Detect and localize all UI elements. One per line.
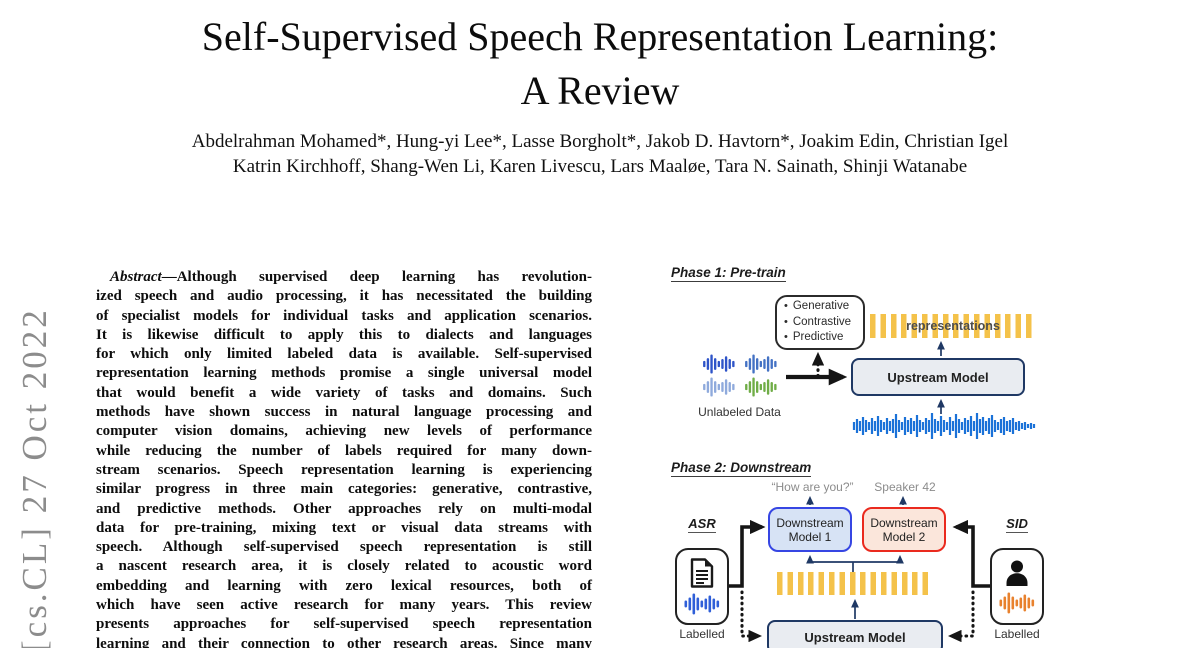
method-item: Predictive xyxy=(784,330,863,346)
paper-title: Self-Supervised Speech Representation Le… xyxy=(80,10,1120,118)
abstract-line: data for pre-training, mixing text or vi… xyxy=(96,519,592,536)
upstream-model-box-phase2: Upstream Model xyxy=(767,620,943,648)
abstract: Abstract—Although supervised deep learni… xyxy=(96,268,592,648)
unlabeled-wave-row2 xyxy=(700,377,780,397)
phase2-label: Phase 2: Downstream xyxy=(671,460,812,477)
upstream-model-label-phase2: Upstream Model xyxy=(804,629,906,645)
asr-labelled-label: Labelled xyxy=(679,627,725,641)
abstract-line: learning and their connection to other r… xyxy=(96,635,592,648)
paper-title-line1: Self-Supervised Speech Representation Le… xyxy=(201,14,999,59)
arrow-asr-to-dm1 xyxy=(729,519,766,588)
authors-line2: Katrin Kirchhoff, Shang-Wen Li, Karen Li… xyxy=(232,156,968,177)
abstract-label: Abstract xyxy=(110,269,162,285)
downstream-model2-label: Downstream Model 2 xyxy=(870,515,938,544)
upstream-model-box-phase1: Upstream Model xyxy=(851,358,1025,396)
abstract-line: It is likewise difficult to apply this t… xyxy=(96,326,592,343)
asr-task-label-text: ASR xyxy=(688,516,716,533)
sid-labelled-label: Labelled xyxy=(994,627,1040,641)
arrow-sid-to-upstream2-dotted xyxy=(947,590,975,643)
arrow-sid-to-dm2 xyxy=(952,519,990,588)
downstream-model1-label: Downstream Model 1 xyxy=(776,515,844,544)
person-icon xyxy=(1006,560,1028,586)
arxiv-watermark: [cs.CL] 27 Oct 2022 xyxy=(15,307,54,648)
method-item: Generative xyxy=(784,299,863,315)
abstract-line: representation learning methods promise … xyxy=(96,365,592,382)
abstract-line: presents approaches for self-supervised … xyxy=(96,616,592,633)
sid-labelled-data-box xyxy=(990,548,1044,625)
waveform-icon xyxy=(683,593,721,615)
abstract-line: computer vision domains, achieving new l… xyxy=(96,423,592,440)
unlabeled-wave-row1 xyxy=(700,354,780,374)
paper-title-line2: A Review xyxy=(520,68,680,113)
representations-bars-phase2 xyxy=(777,572,933,595)
abstract-line: that would benefit a wide variety of tas… xyxy=(96,384,592,401)
abstract-line: stream scenarios. Speech representation … xyxy=(96,461,592,478)
abstract-line: while reducing the number of labels requ… xyxy=(96,442,592,459)
unlabeled-data-label: Unlabeled Data xyxy=(698,405,781,419)
abstract-first-line: Abstract—Although supervised deep learni… xyxy=(96,268,592,287)
asr-task-label: ASR xyxy=(675,516,729,533)
downstream-model2-box: Downstream Model 2 xyxy=(862,507,946,552)
figure-connectors xyxy=(729,340,990,643)
pretraining-methods-box: GenerativeContrastivePredictive xyxy=(775,295,865,350)
abstract-body: ized speech and audio processing, it has… xyxy=(96,287,592,648)
abstract-line: which have seen active research for many… xyxy=(96,597,592,614)
abstract-line: speech. Although self-supervised speech … xyxy=(96,539,592,556)
arrow-asr-to-upstream2-dotted xyxy=(740,590,763,643)
abstract-line: of specialist models for individual task… xyxy=(96,307,592,324)
abstract-line: for which only limited labeled data is a… xyxy=(96,346,592,363)
representations-bars-phase1 xyxy=(870,314,1036,338)
waveform-icon xyxy=(742,377,780,397)
unlabeled-data-icon xyxy=(700,354,780,397)
abstract-line: a nascent research area, it is closely r… xyxy=(96,558,592,575)
audio-waveform-image xyxy=(852,413,1036,439)
author-list: Abdelrahman Mohamed*, Hung-yi Lee*, Lass… xyxy=(0,129,1200,179)
method-list: GenerativeContrastivePredictive xyxy=(784,299,863,346)
representations-label: representations xyxy=(906,319,1000,333)
waveform-icon xyxy=(700,377,738,397)
abstract-line: ized speech and audio processing, it has… xyxy=(96,288,592,305)
waveform-icon xyxy=(998,592,1036,614)
abstract-line: similar progress in three main categorie… xyxy=(96,481,592,498)
waveform-icon xyxy=(742,354,780,374)
abstract-line: and predictive methods. Other approaches… xyxy=(96,500,592,517)
abstract-line: methods have shown success in natural la… xyxy=(96,404,592,421)
phase1-label: Phase 1: Pre-train xyxy=(671,265,786,282)
abstract-first-line-text: —Although supervised deep learning has r… xyxy=(161,269,592,285)
dm1-output-text: “How are you?” xyxy=(771,480,854,494)
sid-task-label-text: SID xyxy=(1006,516,1028,533)
authors-line1: Abdelrahman Mohamed*, Hung-yi Lee*, Lass… xyxy=(191,131,1009,152)
figure-ssl-overview: Phase 1: Pre-train GenerativeContrastive… xyxy=(670,250,1200,648)
waveform-icon xyxy=(700,354,738,374)
method-item: Contrastive xyxy=(784,315,863,331)
document-icon xyxy=(690,558,714,588)
dm2-output-text: Speaker 42 xyxy=(874,480,936,494)
asr-labelled-data-box xyxy=(675,548,729,625)
downstream-model1-box: Downstream Model 1 xyxy=(768,507,852,552)
upstream-model-label-phase1: Upstream Model xyxy=(887,369,989,385)
sid-task-label: SID xyxy=(990,516,1044,533)
abstract-line: embedding and learning with zero lexical… xyxy=(96,577,592,594)
